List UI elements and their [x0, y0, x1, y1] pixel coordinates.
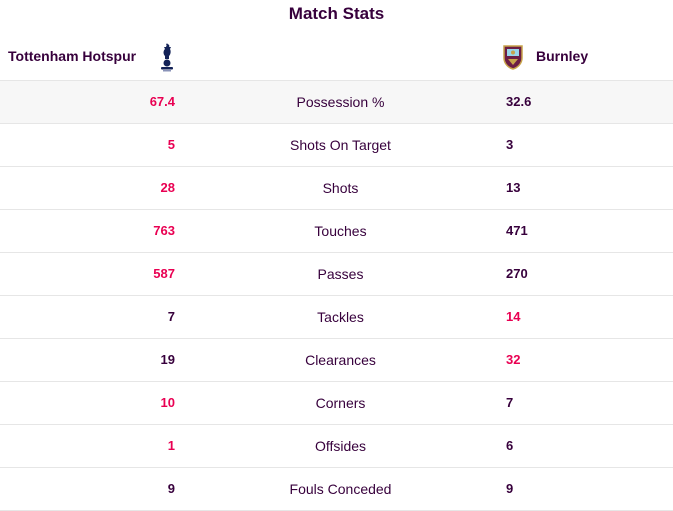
spurs-cockerel-crest-icon[interactable]	[158, 42, 176, 72]
away-stat-value: 13	[506, 180, 521, 195]
stat-label: Touches	[314, 223, 367, 239]
stat-label: Passes	[317, 266, 364, 282]
stat-row: 7 Tackles 14	[0, 296, 673, 339]
away-team-name[interactable]: Burnley	[536, 48, 589, 64]
away-stat-value: 471	[506, 223, 528, 238]
home-stat-value: 10	[160, 395, 175, 410]
stat-label: Tackles	[317, 309, 364, 325]
stat-row: 28 Shots 13	[0, 167, 673, 210]
home-stat-value: 67.4	[149, 94, 175, 109]
stat-label: Shots	[322, 180, 359, 196]
stat-row: 67.4 Possession % 32.6	[0, 81, 673, 124]
home-stat-value: 587	[153, 266, 175, 281]
burnley-crest-icon[interactable]	[502, 44, 524, 70]
home-stat-value: 28	[160, 180, 175, 195]
home-stat-value: 9	[167, 481, 175, 496]
stat-label: Corners	[315, 395, 366, 411]
stat-row: 10 Corners 7	[0, 382, 673, 425]
away-stat-value: 6	[506, 438, 514, 453]
stat-row: 1 Offsides 6	[0, 425, 673, 468]
stat-row: 763 Touches 471	[0, 210, 673, 253]
away-stat-value: 7	[506, 395, 514, 410]
away-stat-value: 32	[506, 352, 521, 367]
stat-row: 5 Shots On Target 3	[0, 124, 673, 167]
home-stat-value: 1	[167, 438, 175, 453]
away-stat-value: 9	[506, 481, 514, 496]
stat-label: Clearances	[305, 352, 376, 368]
stats-table: 67.4 Possession % 32.6 5 Shots On Target 3 28 S…	[0, 81, 673, 511]
away-stat-value: 32.6	[506, 94, 532, 109]
home-team-name[interactable]: Tottenham Hotspur	[8, 48, 137, 64]
page-title: Match Stats	[288, 4, 385, 23]
stat-label: Offsides	[314, 438, 367, 454]
stat-label: Fouls Conceded	[289, 481, 392, 497]
away-stat-value: 3	[506, 137, 514, 152]
away-stat-value: 14	[506, 309, 521, 324]
teams-header: Tottenham Hotspur Burnley	[0, 36, 673, 81]
stat-label: Possession %	[296, 94, 385, 110]
stat-row: 587 Passes 270	[0, 253, 673, 296]
stat-label: Shots On Target	[290, 137, 391, 153]
home-stat-value: 5	[167, 137, 175, 152]
away-stat-value: 270	[506, 266, 528, 281]
home-stat-value: 7	[167, 309, 175, 324]
home-stat-value: 763	[153, 223, 175, 238]
stat-row: 9 Fouls Conceded 9	[0, 468, 673, 511]
stat-row: 19 Clearances 32	[0, 339, 673, 382]
home-stat-value: 19	[160, 352, 175, 367]
